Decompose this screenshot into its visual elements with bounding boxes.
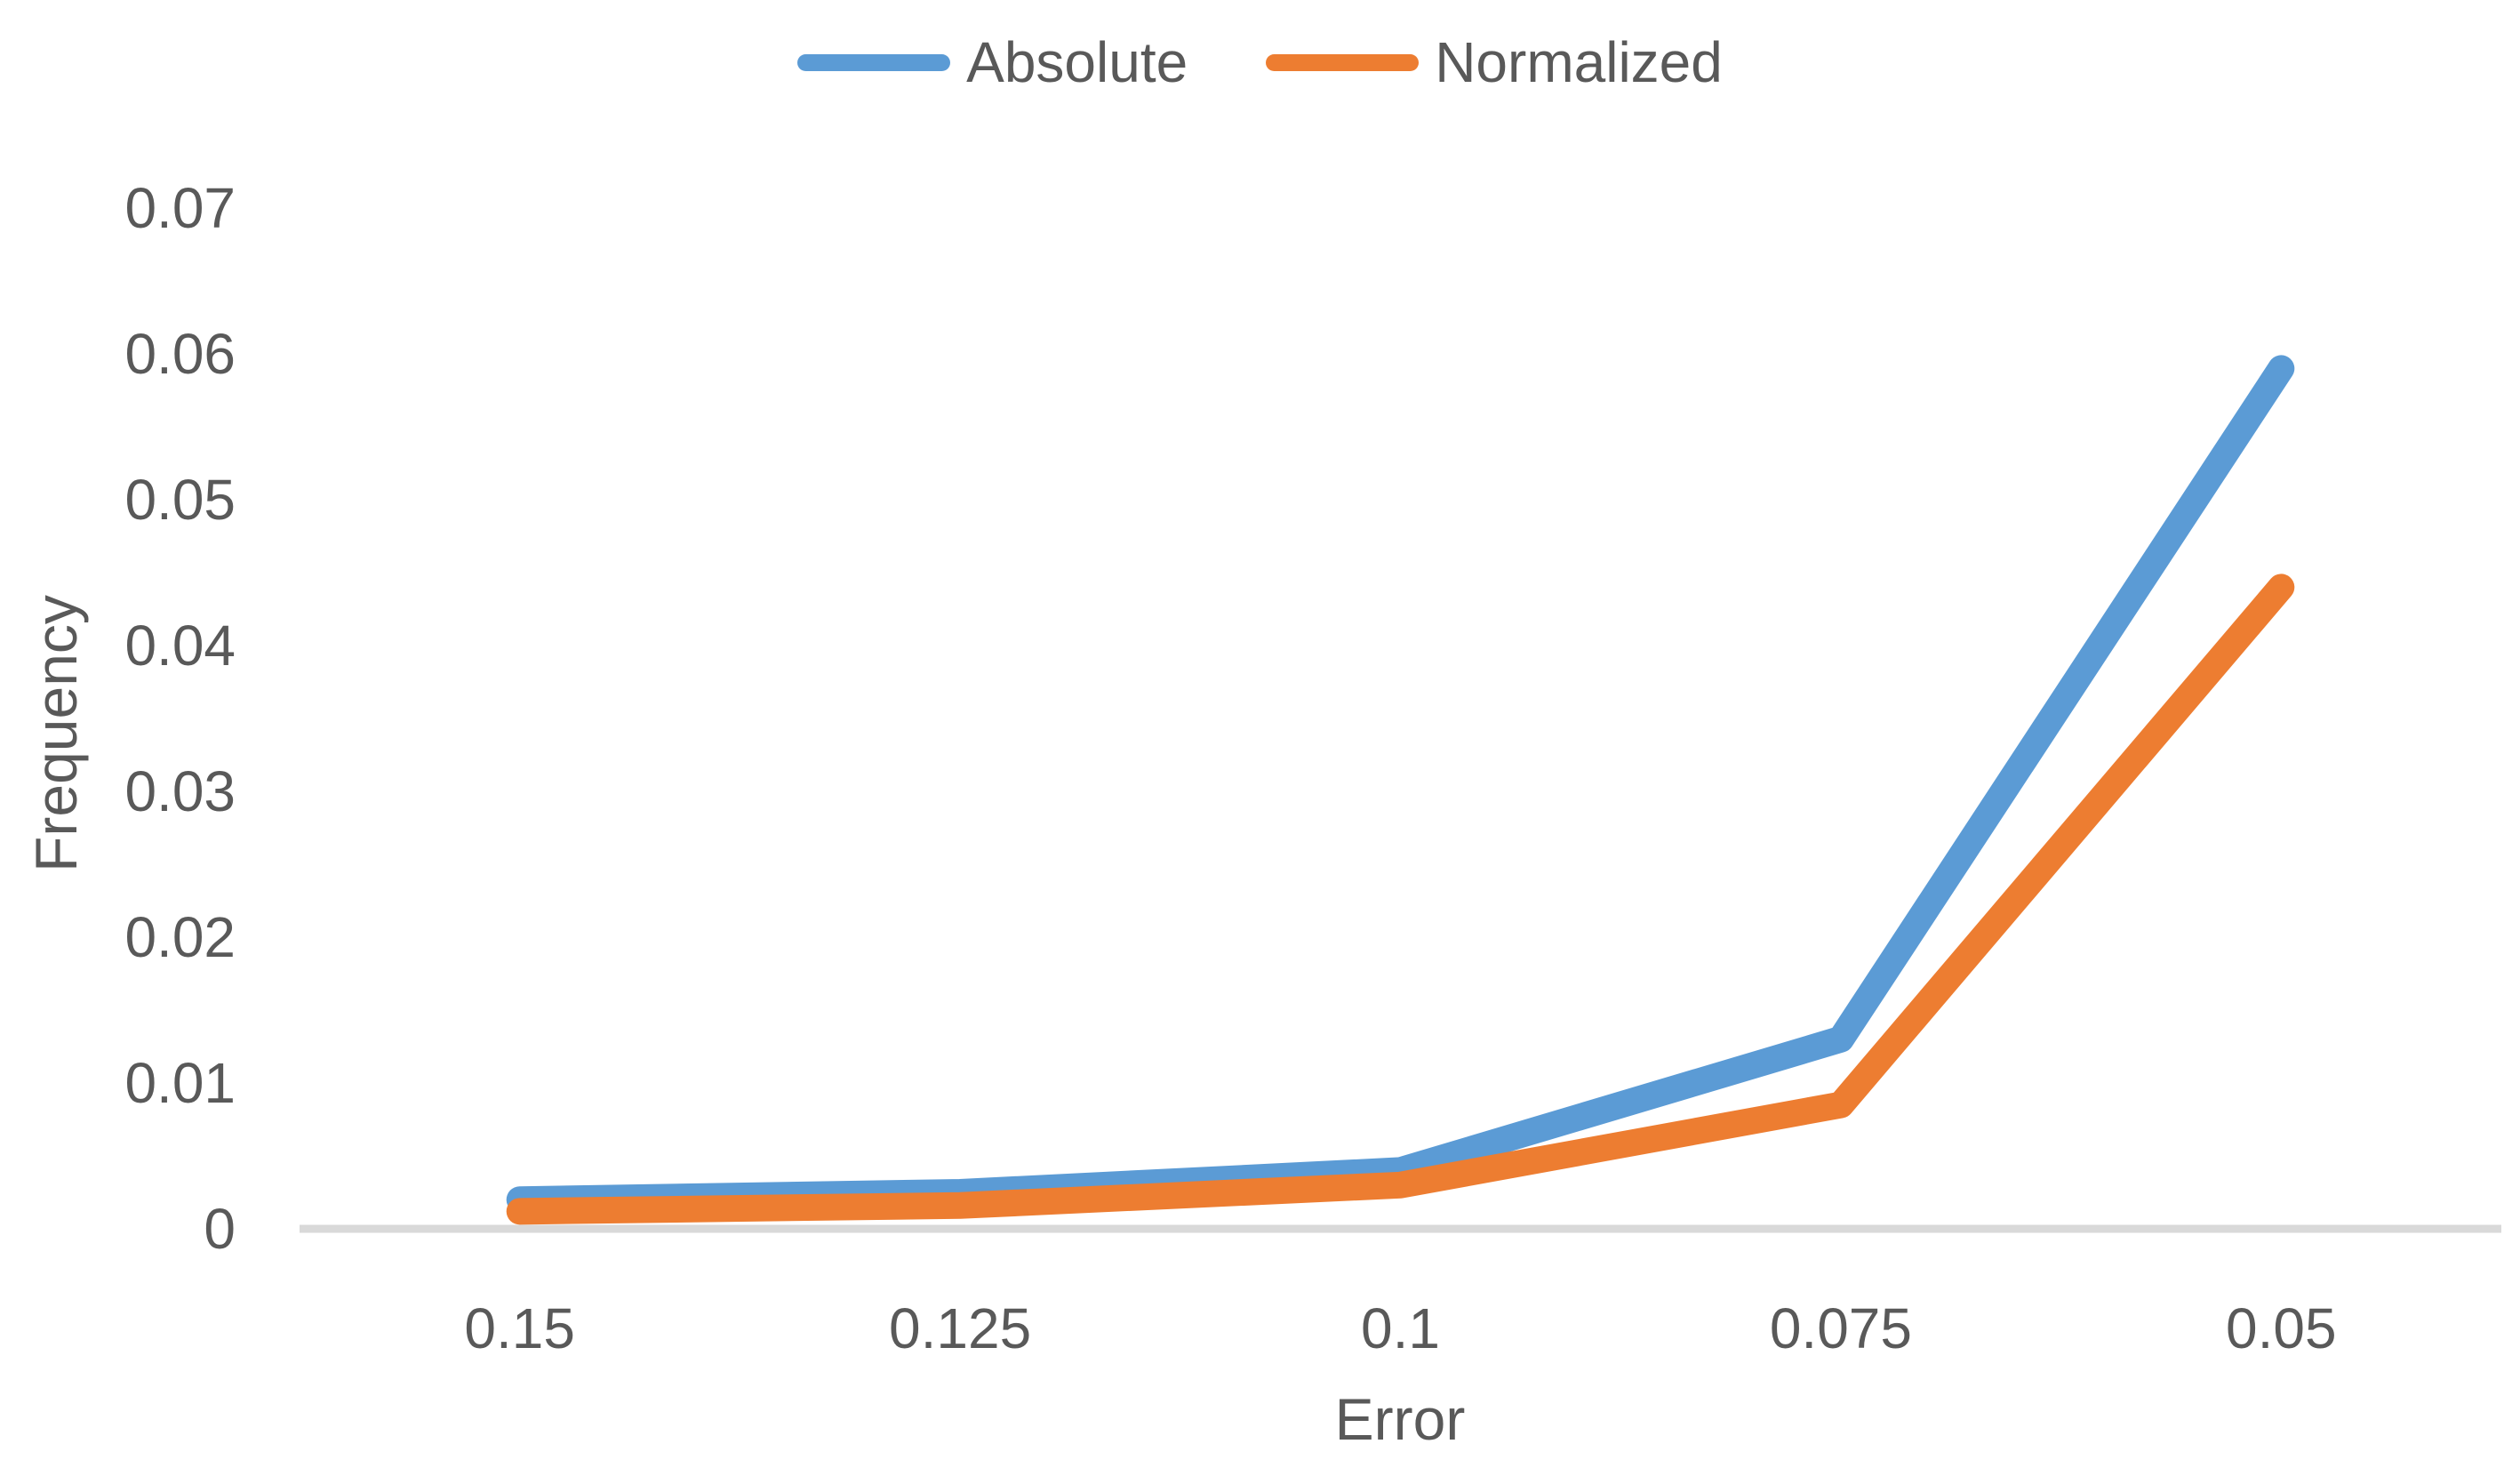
- legend-swatch-normalized: [1266, 53, 1420, 71]
- y-axis-title: Frequency: [23, 595, 89, 872]
- y-tick-label-0.07: 0.07: [124, 176, 236, 240]
- legend-label-absolute: Absolute: [966, 30, 1188, 94]
- y-tick-label-0.06: 0.06: [124, 322, 236, 386]
- y-tick-label-0.03: 0.03: [124, 759, 236, 823]
- x-tick-label-0.15: 0.15: [464, 1296, 575, 1360]
- legend-swatch-absolute: [797, 53, 951, 71]
- x-tick-label-0.05: 0.05: [2226, 1296, 2337, 1360]
- y-tick-label-0.01: 0.01: [124, 1051, 236, 1115]
- y-tick-label-0.05: 0.05: [124, 468, 236, 532]
- y-tick-label-0: 0: [204, 1197, 236, 1261]
- y-tick-label-0.04: 0.04: [124, 614, 236, 678]
- x-tick-label-0.1: 0.1: [1361, 1296, 1440, 1360]
- legend-item-absolute: Absolute: [797, 34, 1188, 91]
- legend: Absolute Normalized: [0, 21, 2520, 103]
- series-line-normalized: [506, 574, 2295, 1225]
- x-axis-title: Error: [1334, 1386, 1466, 1452]
- series-line-absolute: [506, 355, 2295, 1214]
- x-tick-label-0.125: 0.125: [889, 1296, 1032, 1360]
- x-tick-label-0.075: 0.075: [1769, 1296, 1912, 1360]
- y-tick-label-0.02: 0.02: [124, 905, 236, 969]
- legend-item-normalized: Normalized: [1266, 34, 1723, 91]
- legend-label-normalized: Normalized: [1435, 30, 1723, 94]
